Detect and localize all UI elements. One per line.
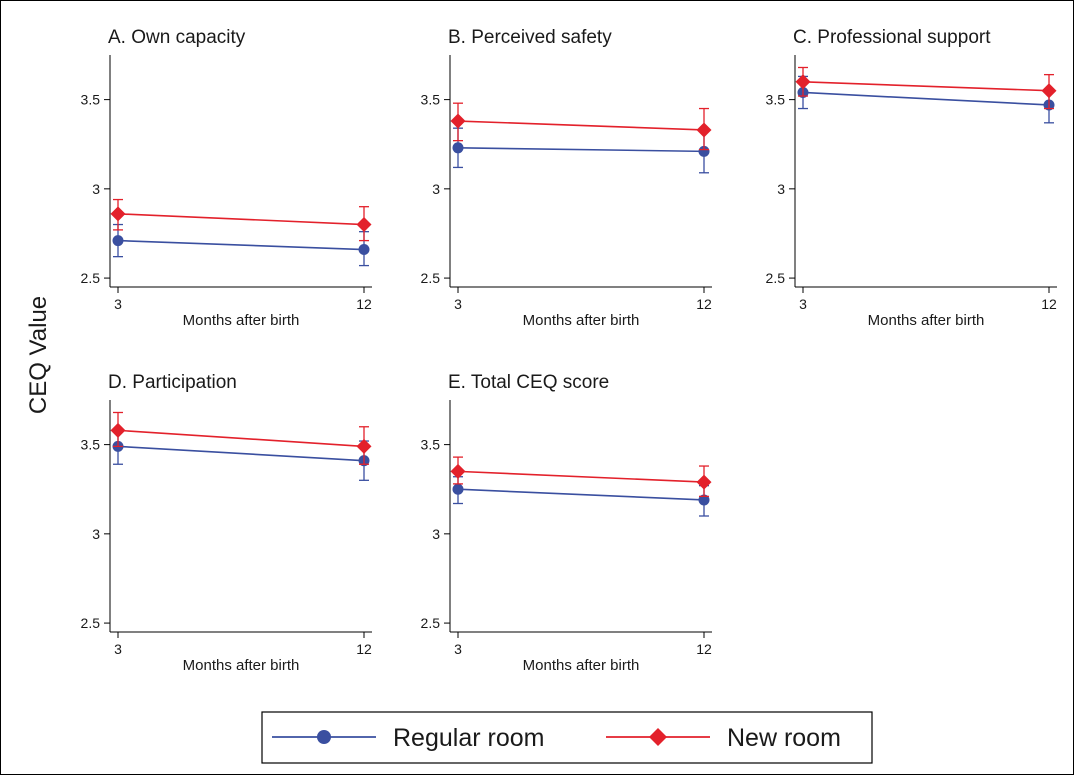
panel-4: D. Participation 2.5 3 3.5 3 12 Months after b… [81, 372, 372, 674]
y-tick-label: 3.5 [421, 437, 441, 453]
panel-1: A. Own capacity 2.5 3 3.5 3 12 Months after bi… [81, 27, 372, 329]
data-point [450, 463, 466, 479]
y-tick-label: 3 [777, 181, 785, 197]
series-new-room [110, 411, 372, 465]
data-point [356, 217, 372, 233]
y-tick-label: 3 [92, 181, 100, 197]
data-point [110, 422, 126, 438]
data-point [452, 142, 464, 154]
y-tick-label: 3.5 [81, 92, 101, 108]
x-tick-label: 12 [696, 641, 712, 657]
x-axis-label: Months after birth [183, 312, 300, 329]
series-line [457, 470, 705, 483]
x-tick-label: 12 [696, 296, 712, 312]
data-point [452, 483, 464, 495]
y-tick-label: 3 [92, 526, 100, 542]
series-line [457, 147, 705, 153]
data-point [356, 438, 372, 454]
series-line [117, 429, 365, 448]
y-tick-label: 2.5 [81, 615, 101, 631]
y-axis-label: CEQ Value [25, 296, 52, 414]
series-line [802, 91, 1050, 106]
y-tick-label: 2.5 [81, 270, 101, 286]
series-new-room [450, 102, 712, 151]
data-point [696, 474, 712, 490]
y-tick-label: 2.5 [421, 270, 441, 286]
y-tick-label: 3.5 [421, 92, 441, 108]
data-point [698, 494, 710, 506]
series-line [802, 80, 1050, 92]
panel-title: C. Professional support [793, 27, 991, 48]
x-tick-label: 3 [799, 296, 807, 312]
y-tick-label: 3.5 [81, 437, 101, 453]
x-axis-label: Months after birth [868, 312, 985, 329]
series-line [457, 488, 705, 501]
series-line [117, 445, 365, 462]
data-point [1041, 83, 1057, 99]
x-tick-label: 12 [356, 296, 372, 312]
panel-title: E. Total CEQ score [448, 372, 609, 393]
data-point [112, 235, 124, 247]
x-tick-label: 3 [454, 641, 462, 657]
x-tick-label: 3 [114, 296, 122, 312]
series-new-room [450, 456, 712, 498]
data-point [698, 145, 710, 157]
y-tick-label: 3.5 [766, 92, 786, 108]
panel-title: B. Perceived safety [448, 27, 612, 48]
panel-title: A. Own capacity [108, 27, 246, 48]
series-line [117, 213, 365, 226]
y-tick-label: 3 [432, 526, 440, 542]
x-axis-label: Months after birth [523, 312, 640, 329]
x-tick-label: 3 [454, 296, 462, 312]
legend-marker-new-room [649, 728, 667, 746]
series-line [457, 120, 705, 131]
x-axis-label: Months after birth [183, 657, 300, 674]
legend-label-new-room: New room [727, 724, 841, 752]
y-tick-label: 2.5 [421, 615, 441, 631]
x-tick-label: 12 [1041, 296, 1057, 312]
panels: A. Own capacity 2.5 3 3.5 3 12 Months after bi… [81, 27, 1057, 674]
legend-marker-regular-room [317, 730, 331, 744]
x-tick-label: 3 [114, 641, 122, 657]
series-new-room [795, 66, 1057, 110]
panel-5: E. Total CEQ score 2.5 3 3.5 3 12 Months after… [421, 372, 712, 674]
panel-title: D. Participation [108, 372, 237, 393]
y-tick-label: 2.5 [766, 270, 786, 286]
legend-label-regular-room: Regular room [393, 724, 544, 752]
data-point [110, 206, 126, 222]
panel-2: B. Perceived safety 2.5 3 3.5 3 12 Months afte… [421, 27, 712, 329]
data-point [450, 113, 466, 129]
data-point [696, 122, 712, 138]
data-point [358, 244, 370, 256]
series-new-room [110, 198, 372, 242]
x-axis-label: Months after birth [523, 657, 640, 674]
legend: Regular room New room [261, 711, 873, 764]
series-line [117, 239, 365, 251]
y-tick-label: 3 [432, 181, 440, 197]
panel-3: C. Professional support 2.5 3 3.5 3 12 Months … [766, 27, 1057, 329]
x-tick-label: 12 [356, 641, 372, 657]
data-point [795, 74, 811, 90]
